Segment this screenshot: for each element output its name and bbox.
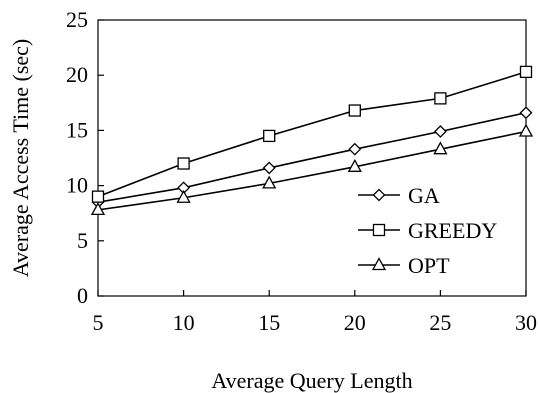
legend-marker-square xyxy=(372,223,386,237)
data-point-greedy xyxy=(263,129,276,143)
x-axis-title: Average Query Length xyxy=(211,368,412,393)
series-line-ga xyxy=(97,111,527,203)
y-tick-label: 10 xyxy=(66,173,88,198)
x-axis: 5 10 15 20 25 30 xyxy=(93,290,537,335)
x-tick-label: 20 xyxy=(344,310,366,335)
legend-marker-triangle xyxy=(371,257,387,271)
data-point-greedy xyxy=(519,65,533,79)
legend-label: OPT xyxy=(408,253,450,278)
series-greedy xyxy=(91,65,533,203)
x-tick-label: 15 xyxy=(258,310,280,335)
y-tick-label: 5 xyxy=(77,228,88,253)
x-tick-label: 30 xyxy=(515,310,537,335)
plot-area xyxy=(97,19,527,297)
legend-item-opt: OPT xyxy=(358,253,450,278)
data-point-ga xyxy=(519,106,533,120)
series-opt xyxy=(90,123,534,216)
legend-item-ga: GA xyxy=(358,183,440,208)
series-line-opt xyxy=(97,130,527,211)
data-point-greedy xyxy=(91,190,105,203)
data-point-opt xyxy=(347,158,362,172)
data-point-opt xyxy=(433,141,448,155)
y-tick-label: 25 xyxy=(66,7,88,32)
data-point-opt xyxy=(262,175,277,189)
data-point-opt xyxy=(90,202,106,216)
series-ga xyxy=(91,106,533,209)
x-tick-label: 5 xyxy=(93,310,104,335)
y-tick-label: 15 xyxy=(66,117,88,142)
legend-label: GREEDY xyxy=(408,218,497,243)
y-axis-title: Average Access Time (sec) xyxy=(8,39,33,277)
legend-label: GA xyxy=(408,183,440,208)
series-layer xyxy=(90,65,534,216)
data-point-ga xyxy=(348,142,362,156)
y-axis: 0 5 10 15 20 25 xyxy=(66,7,104,308)
x-tick-label: 25 xyxy=(429,310,451,335)
legend-marker-diamond xyxy=(372,188,386,202)
data-point-ga xyxy=(262,161,276,175)
data-point-opt xyxy=(518,123,534,137)
legend-item-greedy: GREEDY xyxy=(358,218,497,243)
data-point-ga xyxy=(433,125,447,138)
data-point-greedy xyxy=(348,104,361,117)
y-tick-label: 0 xyxy=(77,283,88,308)
data-point-opt xyxy=(176,189,191,203)
y-tick-label: 20 xyxy=(66,62,88,87)
plot-border xyxy=(97,19,527,297)
data-point-greedy xyxy=(434,92,447,105)
x-tick-label: 10 xyxy=(173,310,195,335)
series-line-greedy xyxy=(97,71,527,198)
legend: GA GREEDY OPT xyxy=(358,183,497,278)
data-point-greedy xyxy=(177,157,190,170)
